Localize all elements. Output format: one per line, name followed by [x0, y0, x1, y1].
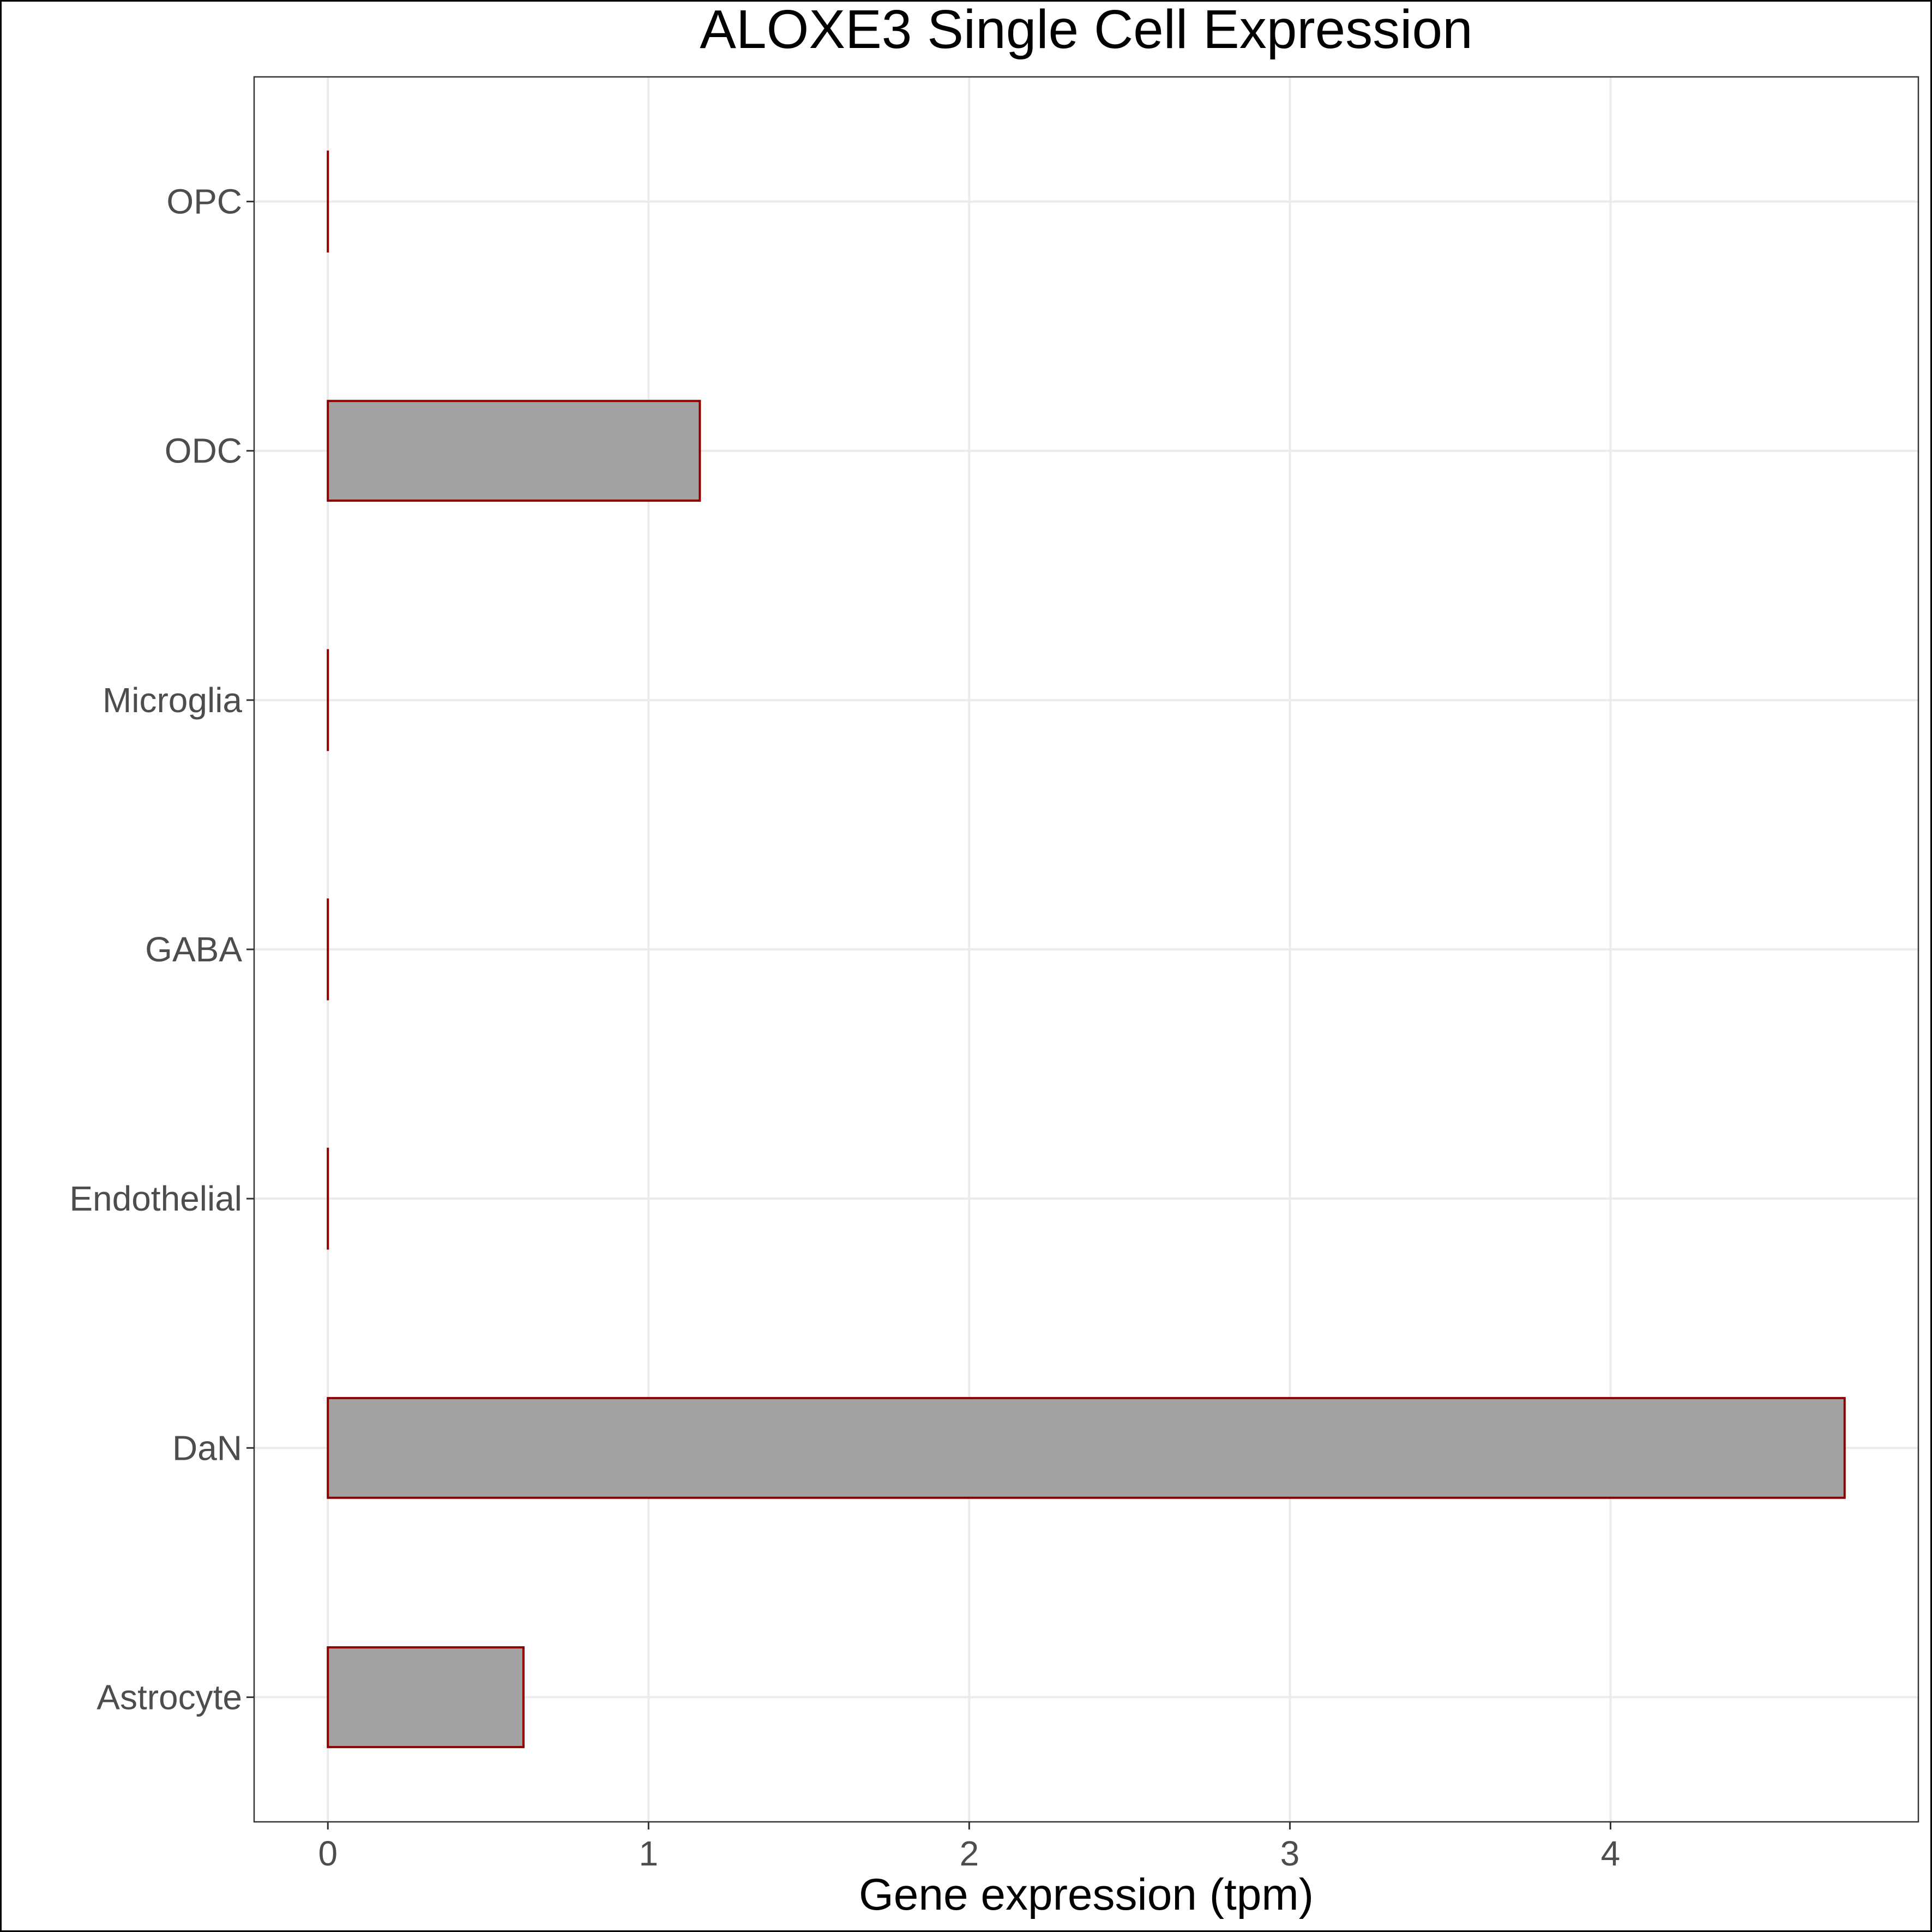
- x-axis-title: Gene expression (tpm): [859, 1870, 1314, 1919]
- x-tick-label: 2: [960, 1834, 979, 1873]
- bars: [327, 151, 1846, 1748]
- y-tick-label: ODC: [165, 431, 242, 471]
- bar-astrocyte: [327, 1646, 525, 1748]
- y-tick-label: Astrocyte: [97, 1677, 242, 1717]
- y-tick-label: Microglia: [103, 681, 242, 720]
- x-tick-label: 0: [318, 1834, 338, 1873]
- y-tick-label: Endothelial: [69, 1179, 242, 1218]
- x-tick-label: 4: [1601, 1834, 1621, 1873]
- y-tick-label: DaN: [172, 1428, 242, 1467]
- bar-dan: [327, 1397, 1846, 1499]
- x-tick-label: 1: [639, 1834, 659, 1873]
- y-tick-label: GABA: [145, 930, 242, 969]
- bar-odc: [327, 400, 701, 502]
- x-axis-ticks: 0 1 2 3 4: [318, 1822, 1620, 1873]
- y-tick-label: OPC: [166, 182, 242, 221]
- x-tick-label: 3: [1280, 1834, 1300, 1873]
- chart-title: ALOXE3 Single Cell Expression: [700, 0, 1472, 60]
- y-axis-ticks: Astrocyte DaN Endothelial GABA Microglia ODC O…: [69, 182, 254, 1717]
